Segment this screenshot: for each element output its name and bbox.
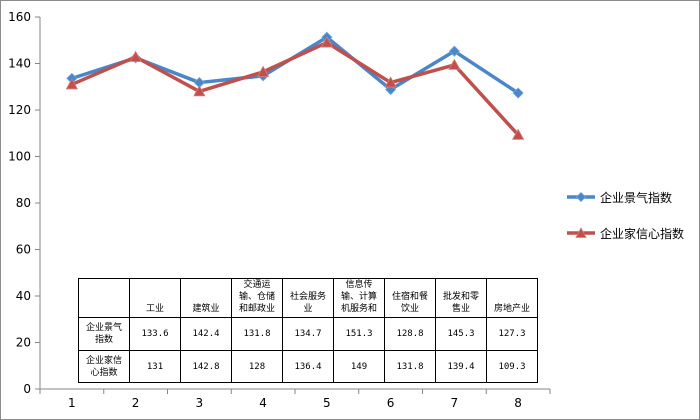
table-row-business-climate: 企业景气 指数 133.6 142.4 131.8 134.7 151.3 12… <box>78 317 538 351</box>
y-tick-label: 40 <box>16 289 31 303</box>
data-point-triangle <box>384 76 397 88</box>
table-cell: 131.8 <box>384 350 436 383</box>
y-tick-label: 100 <box>8 150 31 164</box>
row-header-line: 企业景气 <box>85 323 122 333</box>
y-tick-label: 20 <box>16 336 31 350</box>
table-column-header: 建筑业 <box>180 278 232 318</box>
x-tick-label: 6 <box>387 396 395 410</box>
table-cell: 134.7 <box>282 317 334 351</box>
legend-label-business-climate: 企业景气指数 <box>600 190 673 205</box>
x-tick-label: 5 <box>323 396 331 410</box>
legend: 企业景气指数 企业家信心指数 <box>566 186 684 258</box>
table-column-header: 工业 <box>129 278 181 318</box>
data-table: 工业 建筑业 交通运 输、仓储 和邮政业 社会服务 业 信息传 输、计算 机服务… <box>78 278 538 383</box>
table-cell: 127.3 <box>486 317 538 351</box>
data-point-triangle <box>320 36 334 48</box>
data-point-triangle <box>65 78 79 90</box>
table-column-header: 信息传 输、计算 机服务和 <box>333 278 385 318</box>
header-line: 饮业 <box>400 304 419 314</box>
header-line: 业 <box>303 304 313 314</box>
header-line: 输、计算 <box>340 292 377 302</box>
table-header-row: 工业 建筑业 交通运 输、仓储 和邮政业 社会服务 业 信息传 输、计算 机服务… <box>78 278 538 318</box>
header-line: 机服务和 <box>340 304 377 314</box>
legend-swatch-business-climate <box>567 191 595 203</box>
header-line: 建筑业 <box>192 304 220 314</box>
y-tick-label: 60 <box>16 243 31 257</box>
row-header-line: 企业家信 <box>85 355 122 366</box>
data-point-diamond <box>448 45 460 57</box>
header-line: 住宿和餐 <box>391 292 428 302</box>
x-tick-label: 3 <box>196 396 204 410</box>
data-point-triangle <box>129 50 142 62</box>
table-column-header: 交通运 输、仓储 和邮政业 <box>231 278 283 318</box>
table-cell: 133.6 <box>129 317 181 351</box>
table-cell: 131.8 <box>231 317 283 351</box>
table-cell: 145.3 <box>435 317 487 351</box>
header-line: 售业 <box>451 304 470 314</box>
data-point-triangle <box>256 65 270 77</box>
header-line: 房地产业 <box>493 304 530 314</box>
series-line-1 <box>70 40 520 137</box>
table-corner-cell <box>78 278 130 318</box>
legend-item-business-climate: 企业景气指数 <box>566 186 684 208</box>
header-line: 输、仓储 <box>238 292 275 302</box>
header-line: 社会服务 <box>289 292 326 302</box>
row-header-line: 心指数 <box>90 367 118 378</box>
table-cell: 139.4 <box>435 350 487 383</box>
table-column-header: 社会服务 业 <box>282 278 334 318</box>
table-cell: 109.3 <box>486 350 538 383</box>
header-line: 批发和零 <box>442 292 479 302</box>
data-point-triangle <box>511 128 525 140</box>
table-column-header: 住宿和餐 饮业 <box>384 278 436 318</box>
y-tick-label: 120 <box>8 103 31 117</box>
table-cell: 136.4 <box>282 350 334 383</box>
header-line: 和邮政业 <box>238 304 275 314</box>
y-tick-label: 140 <box>8 57 31 71</box>
table-row-header: 企业家信 心指数 <box>78 350 130 383</box>
y-tick-label: 0 <box>23 382 31 396</box>
data-point-triangle <box>448 58 461 70</box>
data-point-diamond <box>512 87 524 99</box>
table-row-entrepreneur-confidence: 企业家信 心指数 131 142.8 128 136.4 149 131.8 1… <box>78 350 538 383</box>
table-row-header: 企业景气 指数 <box>78 317 130 351</box>
x-tick-label: 2 <box>132 396 140 410</box>
table-column-header: 批发和零 售业 <box>435 278 487 318</box>
table-cell: 128 <box>231 350 283 383</box>
y-tick-label: 80 <box>16 196 31 210</box>
header-line: 信息传 <box>345 280 373 290</box>
x-tick-label: 7 <box>451 396 459 410</box>
row-header-line: 指数 <box>94 335 113 345</box>
data-point-triangle <box>193 85 206 97</box>
table-cell: 142.4 <box>180 317 232 351</box>
table-column-header: 房地产业 <box>486 278 538 318</box>
table-cell: 149 <box>333 350 385 383</box>
legend-swatch-entrepreneur-confidence <box>567 227 595 238</box>
table-cell: 128.8 <box>384 317 436 351</box>
header-line: 工业 <box>145 304 164 314</box>
legend-label-entrepreneur-confidence: 企业家信心指数 <box>600 226 685 241</box>
table-cell: 142.8 <box>180 350 232 383</box>
table-cell: 131 <box>129 350 181 383</box>
legend-item-entrepreneur-confidence: 企业家信心指数 <box>566 222 684 244</box>
x-tick-label: 1 <box>68 396 76 410</box>
x-tick-label: 8 <box>514 396 522 410</box>
x-tick-label: 4 <box>259 396 267 410</box>
table-cell: 151.3 <box>333 317 385 351</box>
header-line: 交通运 <box>243 280 271 290</box>
y-tick-label: 160 <box>8 10 31 24</box>
